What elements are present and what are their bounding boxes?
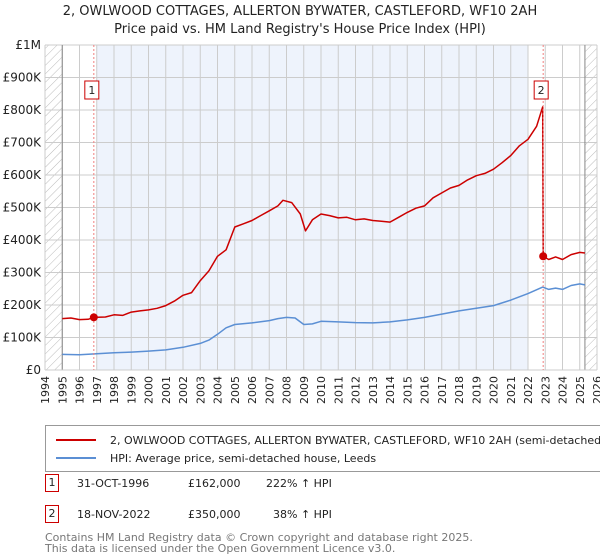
- y-tick-label: £400K: [3, 233, 43, 247]
- chart-legend: 2, OWLWOOD COTTAGES, ALLERTON BYWATER, C…: [45, 425, 600, 472]
- y-tick-label: £600K: [3, 168, 43, 182]
- y-tick-label: £900K: [3, 71, 43, 85]
- x-tick-label: 2000: [143, 376, 156, 404]
- sale-badge: 2: [45, 505, 59, 523]
- sale-hpi: 38% ↑ HPI: [273, 508, 332, 521]
- x-tick-label: 2018: [453, 376, 466, 404]
- sale-label: 1: [88, 84, 95, 97]
- x-tick-label: 2003: [194, 376, 207, 404]
- chart-title: 2, OWLWOOD COTTAGES, ALLERTON BYWATER, C…: [62, 4, 538, 19]
- footer-licence: This data is licensed under the Open Gov…: [45, 542, 396, 555]
- x-tick-label: 2024: [557, 376, 570, 404]
- chart-subtitle: Price paid vs. HM Land Registry's House …: [114, 22, 486, 37]
- x-tick-label: 2015: [401, 376, 414, 404]
- legend-label: HPI: Average price, semi-detached house,…: [110, 451, 377, 465]
- x-tick-label: 1997: [91, 376, 104, 404]
- x-tick-label: 1994: [39, 376, 52, 404]
- x-tick-label: 2025: [574, 376, 587, 404]
- x-tick-label: 2007: [263, 376, 276, 404]
- sale-label-box: [533, 80, 549, 100]
- x-tick-label: 2005: [229, 376, 242, 404]
- x-tick-label: 2013: [367, 376, 380, 404]
- legend-label: 2, OWLWOOD COTTAGES, ALLERTON BYWATER, C…: [110, 433, 600, 447]
- x-tick-label: 2006: [246, 376, 259, 404]
- x-tick-label: 2019: [470, 376, 483, 404]
- price-chart: 1 2 1994 1995 1996 1997 1998 1999 2000 2001 2002 20…: [3, 38, 600, 404]
- hpi-line: [62, 283, 586, 356]
- sale-date: 18-NOV-2022: [77, 508, 151, 521]
- x-tick-label: 1995: [56, 376, 69, 404]
- y-tick-label: £0: [26, 363, 41, 377]
- x-tick-label: 2011: [332, 376, 345, 404]
- legend-swatch-red: [56, 439, 96, 441]
- y-tick-label: £700K: [3, 136, 43, 150]
- x-tick-label: 2020: [488, 376, 501, 404]
- x-tick-label: 2023: [539, 376, 552, 404]
- x-tick-label: 2026: [591, 376, 600, 404]
- sale-label: 2: [538, 84, 545, 97]
- table-row: 2 18-NOV-2022 £350,000 38% ↑ HPI: [45, 505, 445, 525]
- x-tick-label: 1998: [108, 376, 121, 404]
- sale-price: £162,000: [188, 477, 241, 490]
- footer-copyright: Contains HM Land Registry data © Crown c…: [45, 531, 473, 544]
- x-tick-label: 2014: [384, 376, 397, 404]
- sale-point: [89, 313, 98, 322]
- property-price-line: [62, 106, 585, 321]
- x-tick-label: 1999: [125, 376, 138, 404]
- x-tick-label: 2017: [436, 376, 449, 404]
- x-tick-label: 2021: [505, 376, 518, 404]
- sale-hpi: 222% ↑ HPI: [266, 477, 332, 490]
- y-tick-label: £1M: [15, 38, 41, 52]
- legend-item-hpi: HPI: Average price, semi-detached house,…: [56, 450, 376, 466]
- table-row: 1 31-OCT-1996 £162,000 222% ↑ HPI: [45, 474, 445, 494]
- x-tick-label: 2001: [160, 376, 173, 404]
- sale-badge: 1: [45, 474, 59, 492]
- sale-price: £350,000: [188, 508, 241, 521]
- x-tick-label: 1996: [74, 376, 87, 404]
- y-tick-label: £200K: [3, 298, 43, 312]
- x-tick-label: 2012: [350, 376, 363, 404]
- x-tick-label: 2008: [281, 376, 294, 404]
- sale-point: [539, 252, 548, 261]
- x-tick-label: 2022: [522, 376, 535, 404]
- legend-swatch-blue: [56, 457, 96, 459]
- x-tick-label: 2016: [419, 376, 432, 404]
- y-tick-label: £100K: [3, 331, 43, 345]
- x-tick-label: 2010: [315, 376, 328, 404]
- x-tick-label: 2002: [177, 376, 190, 404]
- sale-date: 31-OCT-1996: [77, 477, 150, 490]
- y-tick-label: £800K: [3, 103, 43, 117]
- y-tick-label: £500K: [3, 201, 43, 215]
- y-tick-label: £300K: [3, 266, 43, 280]
- x-tick-label: 2009: [298, 376, 311, 404]
- sale-label-box: [84, 80, 100, 100]
- legend-item-property: 2, OWLWOOD COTTAGES, ALLERTON BYWATER, C…: [56, 432, 600, 448]
- x-tick-label: 2004: [212, 376, 225, 404]
